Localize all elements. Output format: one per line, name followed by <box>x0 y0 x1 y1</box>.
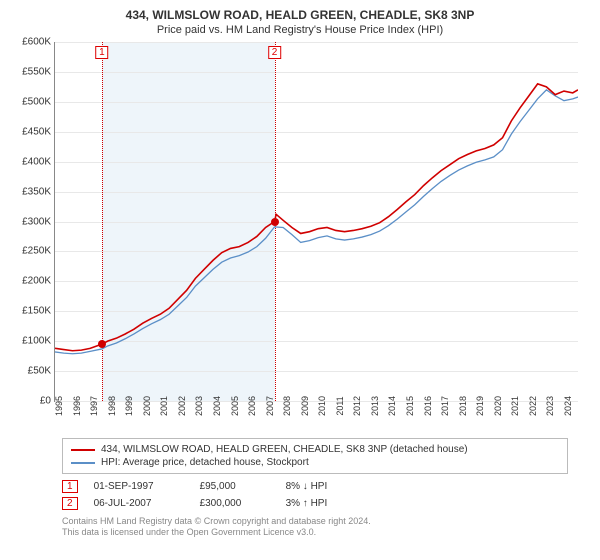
series-hpi <box>55 90 578 354</box>
sale-price: £95,000 <box>200 481 270 492</box>
y-axis-label: £550K <box>22 66 51 77</box>
y-axis-label: £50K <box>28 366 51 377</box>
legend: 434, WILMSLOW ROAD, HEALD GREEN, CHEADLE… <box>62 438 568 474</box>
x-axis-labels: 1995199619971998199920002001200220032004… <box>54 402 578 430</box>
x-axis-label: 2017 <box>440 396 450 416</box>
sale-marker-label: 1 <box>95 46 109 59</box>
sale-price: £300,000 <box>200 498 270 509</box>
x-axis-label: 2012 <box>352 396 362 416</box>
x-axis-label: 2002 <box>177 396 187 416</box>
legend-swatch <box>71 449 95 451</box>
sale-date: 06-JUL-2007 <box>94 498 184 509</box>
x-axis-label: 2016 <box>423 396 433 416</box>
x-axis-label: 2000 <box>142 396 152 416</box>
x-axis-label: 2007 <box>265 396 275 416</box>
x-axis-label: 1995 <box>54 396 64 416</box>
legend-swatch <box>71 462 95 464</box>
y-axis-label: £250K <box>22 246 51 257</box>
x-axis-label: 1999 <box>124 396 134 416</box>
chart-plot-area: £0£50K£100K£150K£200K£250K£300K£350K£400… <box>54 42 578 402</box>
footer-line: This data is licensed under the Open Gov… <box>62 527 568 538</box>
sale-date: 01-SEP-1997 <box>94 481 184 492</box>
x-axis-label: 2011 <box>335 396 345 415</box>
legend-item: HPI: Average price, detached house, Stoc… <box>71 456 559 469</box>
x-axis-label: 2023 <box>545 396 555 416</box>
legend-item: 434, WILMSLOW ROAD, HEALD GREEN, CHEADLE… <box>71 443 559 456</box>
chart-title: 434, WILMSLOW ROAD, HEALD GREEN, CHEADLE… <box>12 8 588 22</box>
attribution-footer: Contains HM Land Registry data © Crown c… <box>62 516 568 539</box>
sale-vs-hpi: 8% ↓ HPI <box>286 481 366 492</box>
y-axis-label: £500K <box>22 96 51 107</box>
sale-index: 2 <box>62 497 78 510</box>
x-axis-label: 2024 <box>563 396 573 416</box>
sale-marker-label: 2 <box>268 46 282 59</box>
line-series <box>55 42 578 401</box>
x-axis-label: 2018 <box>458 396 468 416</box>
x-axis-label: 2021 <box>510 396 520 416</box>
sale-row: 1 01-SEP-1997 £95,000 8% ↓ HPI <box>62 478 568 495</box>
x-axis-label: 2015 <box>405 396 415 416</box>
y-axis-label: £400K <box>22 156 51 167</box>
chart-subtitle: Price paid vs. HM Land Registry's House … <box>12 24 588 36</box>
x-axis-label: 2022 <box>528 396 538 416</box>
series-property <box>55 84 578 351</box>
x-axis-label: 2008 <box>282 396 292 416</box>
y-axis-label: £300K <box>22 216 51 227</box>
y-axis-label: £450K <box>22 126 51 137</box>
x-axis-label: 1997 <box>89 396 99 416</box>
y-axis-label: £150K <box>22 306 51 317</box>
x-axis-label: 2003 <box>194 396 204 416</box>
x-axis-label: 2020 <box>493 396 503 416</box>
x-axis-label: 2006 <box>247 396 257 416</box>
sale-row: 2 06-JUL-2007 £300,000 3% ↑ HPI <box>62 495 568 512</box>
sale-events: 1 01-SEP-1997 £95,000 8% ↓ HPI 2 06-JUL-2007 £… <box>62 478 568 512</box>
sale-marker <box>98 340 106 348</box>
x-axis-label: 2005 <box>230 396 240 416</box>
x-axis-label: 2014 <box>387 396 397 416</box>
y-axis-label: £0 <box>40 396 51 407</box>
sale-vs-hpi: 3% ↑ HPI <box>286 498 366 509</box>
x-axis-label: 2010 <box>317 396 327 416</box>
sale-marker <box>271 218 279 226</box>
footer-line: Contains HM Land Registry data © Crown c… <box>62 516 568 527</box>
y-axis-label: £600K <box>22 37 51 48</box>
x-axis-label: 2004 <box>212 396 222 416</box>
x-axis-label: 1996 <box>72 396 82 416</box>
x-axis-label: 2019 <box>475 396 485 416</box>
y-axis-label: £350K <box>22 186 51 197</box>
x-axis-label: 2013 <box>370 396 380 416</box>
x-axis-label: 1998 <box>107 396 117 416</box>
legend-label: 434, WILMSLOW ROAD, HEALD GREEN, CHEADLE… <box>101 444 468 455</box>
sale-index: 1 <box>62 480 78 493</box>
x-axis-label: 2001 <box>159 396 169 416</box>
y-axis-label: £100K <box>22 336 51 347</box>
x-axis-label: 2009 <box>300 396 310 416</box>
legend-label: HPI: Average price, detached house, Stoc… <box>101 457 309 468</box>
y-axis-label: £200K <box>22 276 51 287</box>
